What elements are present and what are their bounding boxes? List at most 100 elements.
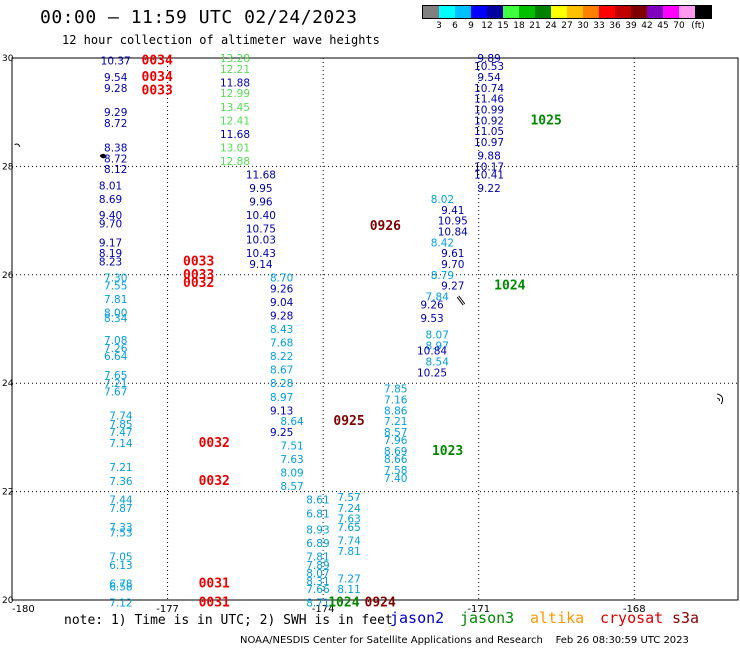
wave-height-label: 9.04 xyxy=(270,297,294,309)
wave-height-label: 9.54 xyxy=(104,72,128,84)
wave-height-label: 8.54 xyxy=(426,357,450,369)
wave-height-label: 7.47 xyxy=(109,427,132,439)
wave-height-label: 7.21 xyxy=(104,378,127,390)
wave-height-label: 8.57 xyxy=(384,427,407,439)
wave-height-label: 8.72 xyxy=(104,153,127,165)
wave-height-label: 7.74 xyxy=(337,535,361,547)
wave-height-label: 8.71 xyxy=(306,598,329,610)
scale-swatch xyxy=(567,6,583,18)
wave-height-label: 8.43 xyxy=(270,324,293,336)
satellite-legend-item: altika xyxy=(530,609,585,627)
wave-height-label: 13.28 xyxy=(220,53,250,65)
wave-height-label: 8.11 xyxy=(337,584,360,596)
island-outline xyxy=(457,296,465,305)
wave-height-label: 7.33 xyxy=(109,522,132,534)
wave-height-label: 9.17 xyxy=(99,237,122,249)
scale-swatch xyxy=(519,6,535,18)
wave-height-label: 7.08 xyxy=(104,335,127,347)
wave-height-label: 7.96 xyxy=(384,435,408,447)
scale-label: 33 xyxy=(593,21,605,31)
wave-height-label: 10.37 xyxy=(101,56,131,68)
scale-swatch xyxy=(423,6,439,18)
scale-swatch xyxy=(679,6,695,18)
wave-height-label: 7.27 xyxy=(337,573,360,585)
pass-time-label: 0926 xyxy=(370,219,401,234)
wave-height-label: 10.25 xyxy=(417,367,447,379)
wave-height-label: 13.01 xyxy=(220,142,250,154)
wave-height-label: 7.12 xyxy=(109,598,132,610)
wave-height-label: 8.07 xyxy=(306,568,329,580)
wave-height-label: 9.22 xyxy=(477,183,500,195)
wave-height-label: 9.54 xyxy=(477,72,501,84)
wave-height-label: 8.97 xyxy=(270,392,293,404)
wave-height-label: 8.70 xyxy=(270,273,293,285)
wave-height-label: 7.63 xyxy=(280,454,303,466)
wave-height-label: 7.89 xyxy=(306,560,329,572)
wave-height-label: 7.58 xyxy=(384,465,407,477)
wave-height-label: 10.84 xyxy=(417,346,447,358)
wave-height-label: 7.14 xyxy=(109,438,133,450)
scale-swatch xyxy=(551,6,567,18)
wave-height-label: 10.92 xyxy=(474,115,504,127)
wave-height-label: 7.24 xyxy=(337,503,361,515)
wave-height-label: 9.28 xyxy=(104,83,127,95)
scale-label: 45 xyxy=(657,21,669,31)
wave-height-label: 7.30 xyxy=(104,273,127,285)
wave-height-label: 7.36 xyxy=(109,476,133,488)
wave-height-label: 8.57 xyxy=(280,481,303,493)
wave-height-label: 6.81 xyxy=(306,508,329,520)
wave-height-label: 8.23 xyxy=(99,256,122,268)
wave-height-label: 8.02 xyxy=(431,194,454,206)
pass-time-label: 1024 xyxy=(494,279,525,294)
pass-time-label: 0031 xyxy=(199,596,230,611)
scale-label: 21 xyxy=(529,21,541,31)
scale-label: 30 xyxy=(577,21,589,31)
wave-height-label: 9.14 xyxy=(249,259,273,271)
scale-swatch xyxy=(663,6,679,18)
wave-height-label: 9.27 xyxy=(441,281,464,293)
lon-tick-label: -174 xyxy=(312,604,335,615)
wave-height-label: 8.22 xyxy=(270,351,293,363)
pass-time-label: 0034 xyxy=(142,70,173,85)
island-outline xyxy=(717,393,724,405)
wave-height-label: 8.67 xyxy=(270,365,293,377)
wave-height-label: 8.66 xyxy=(384,454,408,466)
wave-height-label: 13.45 xyxy=(220,102,250,114)
wave-height-label: 8.86 xyxy=(384,405,408,417)
wave-height-label: 9.95 xyxy=(249,183,272,195)
wave-height-label: 6.78 xyxy=(109,579,132,591)
wave-height-label: 8.12 xyxy=(104,164,127,176)
scale-label: 36 xyxy=(609,21,621,31)
island-outline xyxy=(99,153,107,159)
scale-swatch xyxy=(647,6,663,18)
scale-swatch xyxy=(471,6,487,18)
pass-time-label: 1024 xyxy=(328,596,359,611)
wave-height-label: 7.74 xyxy=(109,411,133,423)
color-scale-legend: 3 6 9 12 15 18 21 24 27 30 33 36 39 42 45 70 (ft) xyxy=(422,5,712,33)
wave-height-label: 7.85 xyxy=(109,419,132,431)
wave-height-label: 8.09 xyxy=(280,468,303,480)
scale-swatch xyxy=(695,6,711,18)
scale-swatch xyxy=(487,6,503,18)
wave-height-label: 9.28 xyxy=(270,310,293,322)
pass-time-label: 0034 xyxy=(142,54,173,69)
wave-height-label: 9.61 xyxy=(441,248,464,260)
wave-height-label: 10.53 xyxy=(474,61,504,73)
wave-height-label: 7.05 xyxy=(109,552,132,564)
scale-label: 27 xyxy=(561,21,573,31)
scale-swatch xyxy=(439,6,455,18)
wave-height-label: 8.07 xyxy=(426,329,449,341)
wave-height-label: 9.88 xyxy=(477,151,500,163)
wave-height-label: 7.66 xyxy=(306,584,330,596)
wave-height-label: 11.68 xyxy=(246,170,276,182)
wave-height-label: 6.13 xyxy=(109,560,132,572)
lat-tick-label: 20 xyxy=(2,596,14,606)
pass-time-label: 0924 xyxy=(365,596,396,611)
wave-height-label: 7.40 xyxy=(384,473,407,485)
pass-time-label: 0033 xyxy=(183,254,214,269)
scale-swatch xyxy=(599,6,615,18)
wave-height-label: 10.84 xyxy=(438,226,468,238)
wave-height-label: 10.74 xyxy=(474,83,504,95)
wave-height-label: 8.97 xyxy=(426,340,449,352)
wave-height-label: 6.89 xyxy=(306,538,329,550)
